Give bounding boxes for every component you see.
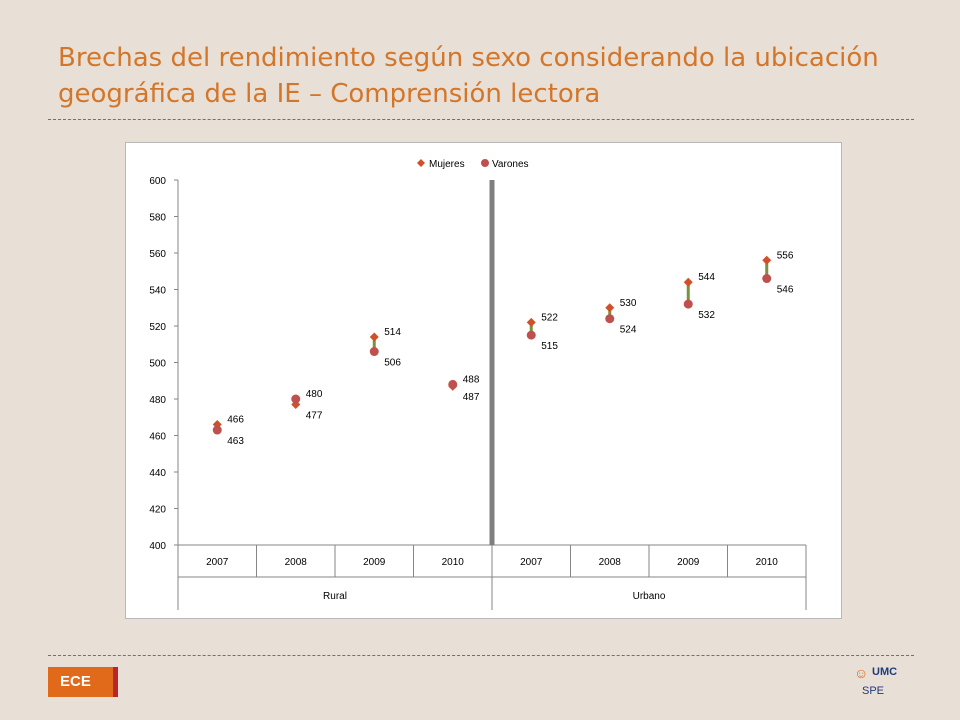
data-label: 532 [698,310,715,321]
data-label: 466 [227,415,244,426]
y-tick-label: 440 [149,468,166,479]
data-label: 477 [306,410,323,421]
varones-point [683,299,693,309]
data-label: 546 [777,285,794,296]
mujeres-point [683,277,693,287]
ece-badge: ECE [48,667,118,697]
legend-varones-label: Varones [492,159,529,170]
data-label: 488 [463,374,480,385]
chart-frame: 400 420 440 460 480 500 520 540 560 580 600 2007 200… [125,142,842,619]
group-label: Urbano [633,591,666,602]
varones-point [212,425,222,435]
spe-logo-text: SPE [862,685,885,697]
x-tick-label: 2008 [285,557,308,568]
y-tick-label: 480 [149,395,166,406]
y-tick-label: 540 [149,286,166,297]
legend-mujeres-label: Mujeres [429,159,465,170]
y-tick-label: 460 [149,432,166,443]
data-label: 544 [698,272,715,283]
y-tick-label: 560 [149,249,166,260]
varones-point [448,379,458,389]
title-divider [48,119,914,120]
varones-point [291,394,301,404]
data-label: 522 [541,312,558,323]
umc-logo-icon: ☺ [854,665,869,681]
data-label: 506 [384,358,401,369]
data-label: 524 [620,325,637,336]
legend-varones-marker [481,159,489,167]
data-label: 515 [541,341,558,352]
y-tick-label: 400 [149,541,166,552]
varones-point [526,330,536,340]
data-label: 487 [463,392,480,403]
mujeres-point [762,255,772,265]
varones-point [369,347,379,357]
group-label: Rural [323,591,347,602]
y-tick-label: 420 [149,505,166,516]
umc-logo: ☺ UMC SPE [852,665,900,703]
y-tick-label: 600 [149,176,166,187]
data-label: 530 [620,298,637,309]
legend-mujeres-marker [417,159,425,167]
varones-point [605,314,615,324]
mujeres-point [369,332,379,342]
y-tick-label: 580 [149,213,166,224]
x-tick-label: 2010 [442,557,465,568]
data-label: 514 [384,327,401,338]
x-tick-label: 2009 [677,557,700,568]
gap-chart: 400 420 440 460 480 500 520 540 560 580 600 2007 200… [149,159,807,610]
group-separator-bar [489,180,495,545]
x-tick-label: 2009 [363,557,386,568]
varones-point [762,274,772,284]
umc-logo-text: UMC [872,666,898,678]
y-tick-label: 500 [149,359,166,370]
footer-divider [48,655,914,656]
x-tick-label: 2008 [599,557,622,568]
mujeres-point [526,317,536,327]
mujeres-point [605,303,615,313]
x-tick-label: 2007 [520,557,543,568]
x-tick-label: 2007 [206,557,229,568]
data-label: 556 [777,250,794,261]
data-label: 463 [227,436,244,447]
x-tick-label: 2010 [756,557,779,568]
slide-title: Brechas del rendimiento según sexo consi… [58,43,879,109]
y-tick-label: 520 [149,322,166,333]
data-label: 480 [306,389,323,400]
